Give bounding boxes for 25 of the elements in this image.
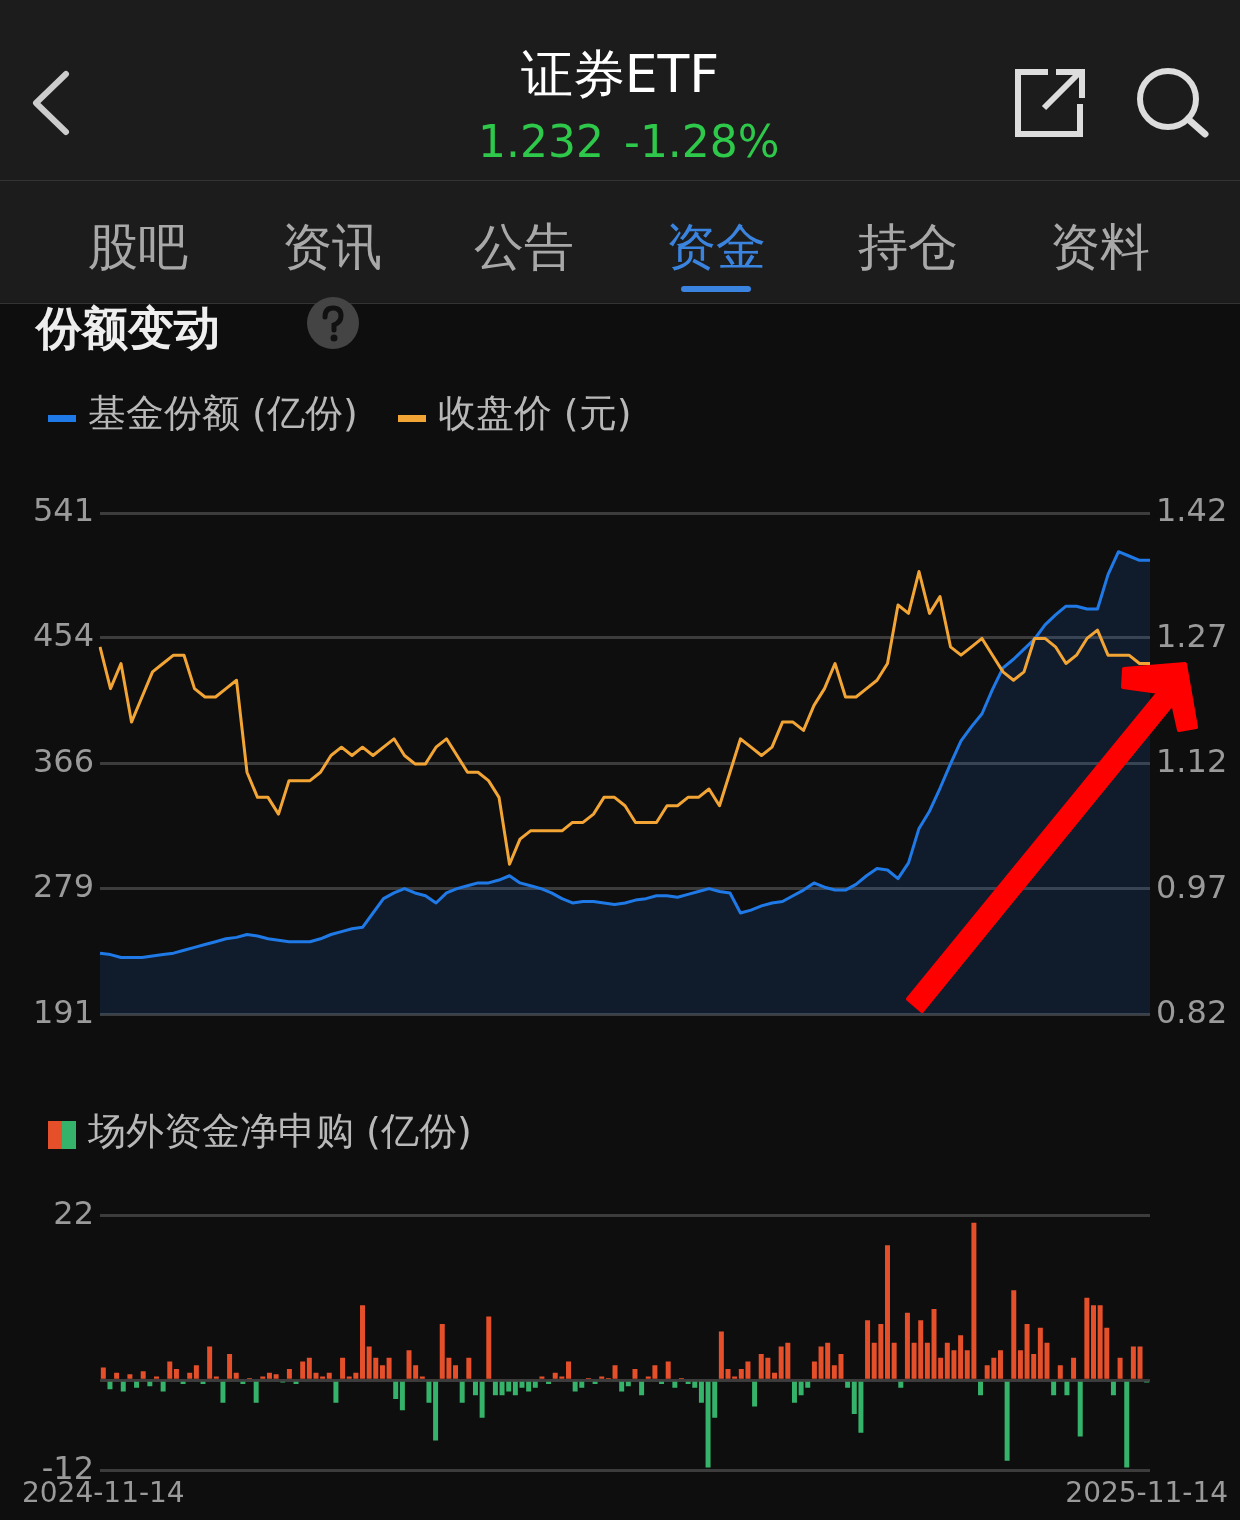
y-tick-label: 191: [32, 993, 94, 1032]
legend-label: 场外资金净申购 (亿份): [88, 1108, 472, 1155]
text: 资金: [665, 217, 767, 278]
y-tick-label: 279: [32, 866, 94, 905]
y-tick-label: 366: [32, 742, 94, 781]
text: 持仓: [857, 217, 959, 278]
legend-label: 收盘价 (元): [437, 390, 632, 437]
y2-tick-label: 1.42: [1156, 491, 1228, 530]
y2-tick-label: 1.12: [1156, 742, 1228, 781]
y-tick-label: 541: [32, 491, 94, 530]
text: 资讯: [281, 217, 383, 278]
y2-tick-label: 0.97: [1156, 867, 1228, 906]
x-tick-label: 2025-11-14: [1065, 1476, 1229, 1510]
text: 证券ETF: [519, 43, 721, 106]
text: 股吧: [87, 217, 189, 278]
y2-tick-label: 1.27: [1156, 616, 1228, 655]
text: 1.232: [478, 116, 604, 167]
legend-label: 基金份额 (亿份): [88, 390, 358, 437]
text: -1.28%: [624, 116, 780, 167]
y-tick-label: 22: [53, 1193, 94, 1232]
y2-tick-label: 0.82: [1156, 993, 1228, 1032]
y-tick-label: 454: [32, 616, 94, 655]
text: 资料: [1049, 217, 1151, 278]
text: 公告: [473, 217, 575, 278]
chart-title: 份额变动: [36, 300, 220, 357]
